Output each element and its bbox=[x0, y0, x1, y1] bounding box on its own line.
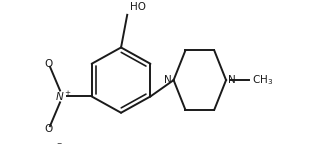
Text: $^-$: $^-$ bbox=[55, 140, 62, 148]
Text: N: N bbox=[164, 75, 172, 85]
Text: O: O bbox=[44, 59, 52, 69]
Text: CH$_3$: CH$_3$ bbox=[252, 73, 273, 87]
Text: $N^+$: $N^+$ bbox=[55, 90, 73, 103]
Text: N: N bbox=[228, 75, 236, 85]
Text: HO: HO bbox=[130, 2, 146, 12]
Text: O: O bbox=[44, 124, 52, 134]
